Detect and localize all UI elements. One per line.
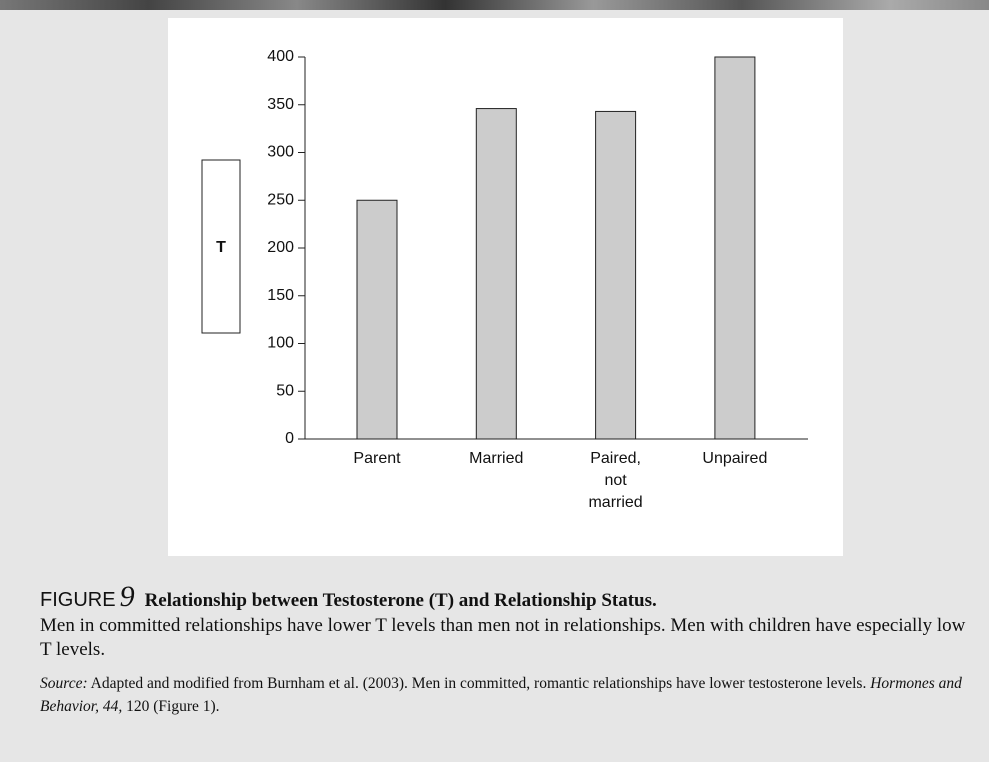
caption-source: Source: Adapted and modified from Burnha… — [40, 672, 970, 718]
bar — [356, 199, 398, 440]
figure-number: 9 — [119, 580, 135, 613]
source-label: Source: — [40, 675, 88, 692]
y-tick-label: 250 — [267, 191, 294, 208]
photo-strip — [0, 0, 989, 10]
caption-text: Men in committed relationships have lowe… — [40, 615, 966, 660]
x-tick-label-line: Paired, — [590, 450, 641, 467]
bar — [714, 56, 756, 440]
x-tick-label-line: Parent — [353, 450, 401, 467]
caption: FIGURE 9 Relationship between Testosterone… — [40, 582, 970, 718]
bar — [595, 110, 637, 440]
source-end: 120 (Figure 1). — [126, 698, 220, 715]
y-tick-label: 350 — [267, 96, 294, 113]
y-tick-label: 100 — [267, 335, 294, 352]
y-tick-label: 300 — [267, 144, 294, 161]
y-label-box — [201, 159, 241, 334]
y-axis-label: T — [216, 239, 226, 256]
x-tick-label-line: Unpaired — [702, 450, 767, 467]
x-tick-label: Parent — [353, 450, 401, 467]
x-tick-label: Unpaired — [702, 450, 767, 467]
x-tick-label: Paired, not married — [588, 450, 642, 511]
y-tick-label: 200 — [267, 239, 294, 256]
y-tick-label: 50 — [276, 382, 294, 399]
source-journal: Hormones and Behavior, 44, — [40, 675, 962, 715]
figure-label: FIGURE — [40, 589, 116, 611]
x-tick-label-line: not — [604, 472, 627, 489]
y-tick-label: 150 — [267, 287, 294, 304]
x-tick-label: Married — [469, 450, 523, 467]
bar — [475, 108, 517, 440]
y-tick-label: 400 — [267, 48, 294, 65]
source-text: Adapted and modified from Burnham et al.… — [90, 675, 867, 692]
caption-title: Relationship between Testosterone (T) an… — [144, 590, 657, 611]
x-tick-label-line: married — [588, 494, 642, 511]
caption-head: FIGURE 9 Relationship between Testosterone… — [40, 582, 970, 614]
y-tick-label: 0 — [285, 430, 294, 447]
x-tick-label-line: Married — [469, 450, 523, 467]
chart: T 0 50 100 150 200 250 300 350 400 Parent Married P… — [201, 48, 808, 511]
